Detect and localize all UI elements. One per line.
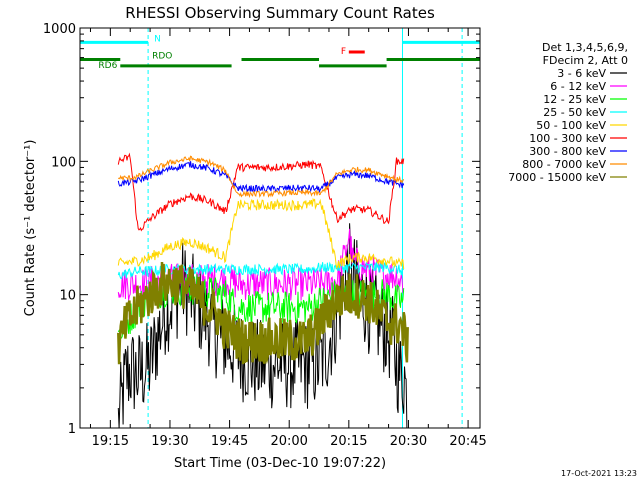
legend-label: 25 - 50 keV xyxy=(543,106,606,119)
marker-label: RD6 xyxy=(98,61,117,71)
x-tick-label: 20:45 xyxy=(449,434,486,449)
chart-title: RHESSI Observing Summary Count Rates xyxy=(125,4,435,22)
marker-label: RDO xyxy=(152,52,172,62)
footer-date: 17-Oct-2021 13:23 xyxy=(561,469,637,478)
x-tick-label: 19:45 xyxy=(211,434,248,449)
legend-label: 6 - 12 keV xyxy=(550,80,606,93)
x-tick-label: 20:30 xyxy=(390,434,427,449)
legend-label: 50 - 100 keV xyxy=(536,119,606,132)
marker-label: N xyxy=(154,35,161,45)
series-line xyxy=(117,152,405,232)
y-tick-label: 100 xyxy=(51,155,76,170)
legend-label: 12 - 25 keV xyxy=(543,93,606,106)
plot-frame xyxy=(79,27,481,429)
y-tick-label: 1 xyxy=(68,422,76,437)
x-tick-label: 20:00 xyxy=(270,434,307,449)
legend-label: 7000 - 15000 keV xyxy=(508,171,606,184)
legend-label: 100 - 300 keV xyxy=(529,132,606,145)
legend-header: FDecim 2, Att 0 xyxy=(543,54,628,67)
legend-label: 800 - 7000 keV xyxy=(522,158,606,171)
y-axis-label: Count Rate (s⁻¹ detector⁻¹) xyxy=(23,140,38,317)
legend-label: 3 - 6 keV xyxy=(557,67,606,80)
series-line xyxy=(117,261,409,365)
plot-area: N RDO RD6 F xyxy=(80,28,480,429)
y-tick-label: 10 xyxy=(59,289,76,304)
series-line xyxy=(117,197,405,270)
x-tick-label: 20:15 xyxy=(330,434,367,449)
axes: 19:15 19:30 19:45 20:00 20:15 20:30 20:45 1 10 10… xyxy=(43,22,487,449)
marker-label: F xyxy=(341,47,346,57)
legend-label: 300 - 800 keV xyxy=(529,145,606,158)
legend: Det 1,3,4,5,6,9,FDecim 2, Att 03 - 6 keV… xyxy=(508,41,628,184)
legend-header: Det 1,3,4,5,6,9, xyxy=(542,41,628,54)
y-tick-label: 1000 xyxy=(43,22,76,37)
x-tick-label: 19:30 xyxy=(151,434,188,449)
series-line xyxy=(117,155,405,199)
series-line xyxy=(117,261,405,280)
x-tick-label: 19:15 xyxy=(92,434,129,449)
x-axis-label: Start Time (03-Dec-10 19:07:22) xyxy=(174,456,386,471)
